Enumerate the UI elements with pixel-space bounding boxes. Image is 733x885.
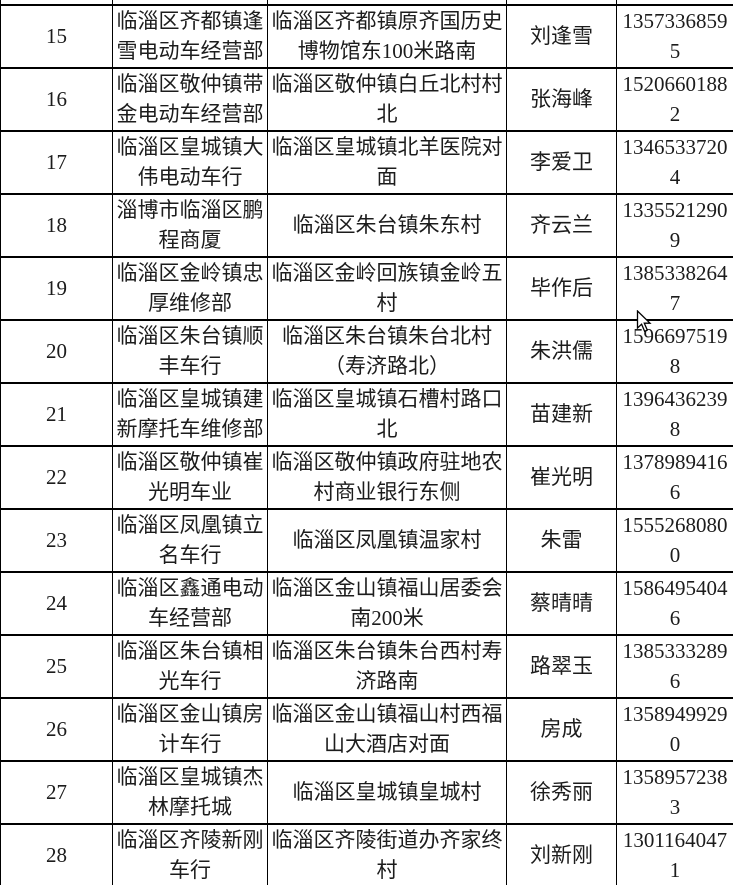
cell-business-name: 临淄区朱台镇相光车行: [112, 634, 268, 699]
cell-address: 临淄区敬仲镇白丘北村村北: [267, 67, 507, 132]
table-row: 26 临淄区金山镇房计车行 临淄区金山镇福山村西福山大酒店对面 房成 13589…: [0, 697, 733, 762]
cell-address: 临淄区金山镇福山村西福山大酒店对面: [267, 697, 507, 762]
cell-contact-name: 房成: [506, 697, 617, 762]
cell-business-name: 临淄区金山镇房计车行: [112, 697, 268, 762]
cell-row-number: 21: [0, 382, 113, 447]
cell-business-name: 临淄区敬仲镇崔光明车业: [112, 445, 268, 510]
table-row: 25 临淄区朱台镇相光车行 临淄区朱台镇朱台西村寿济路南 路翠玉 1385333…: [0, 634, 733, 699]
table-row: 28 临淄区齐陵新刚车行 临淄区齐陵街道办齐家终村 刘新刚 1301164047…: [0, 823, 733, 885]
table-row: 21 临淄区皇城镇建新摩托车维修部 临淄区皇城镇石槽村路口北 苗建新 13964…: [0, 382, 733, 447]
cell-phone-number: 13011640471: [616, 823, 733, 885]
cell-address: 临淄区皇城镇北羊医院对面: [267, 130, 507, 195]
table-row: 17 临淄区皇城镇大伟电动车行 临淄区皇城镇北羊医院对面 李爱卫 1346533…: [0, 130, 733, 195]
cell-business-name: 临淄区敬仲镇带金电动车经营部: [112, 67, 268, 132]
cell-phone-number: 13853332896: [616, 634, 733, 699]
table-row: 22 临淄区敬仲镇崔光明车业 临淄区敬仲镇政府驻地农村商业银行东侧 崔光明 13…: [0, 445, 733, 510]
cell-row-number: 23: [0, 508, 113, 573]
cell-row-number: 15: [0, 4, 113, 69]
cell-contact-name: 朱雷: [506, 508, 617, 573]
cell-contact-name: 朱洪儒: [506, 319, 617, 384]
cell-business-name: 淄博市临淄区鹏程商厦: [112, 193, 268, 258]
cell-business-name: 临淄区凤凰镇立名车行: [112, 508, 268, 573]
cell-phone-number: 13789894166: [616, 445, 733, 510]
cell-business-name: 临淄区皇城镇大伟电动车行: [112, 130, 268, 195]
cell-business-name: 临淄区朱台镇顺丰车行: [112, 319, 268, 384]
cell-phone-number: 13465337204: [616, 130, 733, 195]
cell-contact-name: 路翠玉: [506, 634, 617, 699]
cell-row-number: 27: [0, 760, 113, 825]
cell-business-name: 临淄区齐都镇逢雪电动车经营部: [112, 4, 268, 69]
cell-business-name: 临淄区鑫通电动车经营部: [112, 571, 268, 636]
table-row: 27 临淄区皇城镇杰林摩托城 临淄区皇城镇皇城村 徐秀丽 13589572383: [0, 760, 733, 825]
cell-row-number: 26: [0, 697, 113, 762]
cell-address: 临淄区敬仲镇政府驻地农村商业银行东侧: [267, 445, 507, 510]
cell-phone-number: 13573368595: [616, 4, 733, 69]
cell-contact-name: 苗建新: [506, 382, 617, 447]
cell-phone-number: 15864954046: [616, 571, 733, 636]
cell-address: 临淄区齐陵街道办齐家终村: [267, 823, 507, 885]
cell-business-name: 临淄区皇城镇建新摩托车维修部: [112, 382, 268, 447]
cell-row-number: 19: [0, 256, 113, 321]
cell-row-number: 17: [0, 130, 113, 195]
clipped-partial-row: [0, 0, 733, 6]
cell-contact-name: 刘逢雪: [506, 4, 617, 69]
cell-phone-number: 13355212909: [616, 193, 733, 258]
cell-business-name: 临淄区齐陵新刚车行: [112, 823, 268, 885]
cell-row-number: 28: [0, 823, 113, 885]
cell-contact-name: 刘新刚: [506, 823, 617, 885]
cell-phone-number: 13964362398: [616, 382, 733, 447]
cell-contact-name: 徐秀丽: [506, 760, 617, 825]
cell-phone-number: 13589499290: [616, 697, 733, 762]
cell-address: 临淄区皇城镇皇城村: [267, 760, 507, 825]
cell-address: 临淄区凤凰镇温家村: [267, 508, 507, 573]
cell-contact-name: 蔡晴晴: [506, 571, 617, 636]
cell-row-number: 16: [0, 67, 113, 132]
cell-row-number: 18: [0, 193, 113, 258]
cell-contact-name: 张海峰: [506, 67, 617, 132]
cell-row-number: 22: [0, 445, 113, 510]
cell-phone-number: 13853382647: [616, 256, 733, 321]
cell-address: 临淄区金山镇福山居委会南200米: [267, 571, 507, 636]
cell-row-number: 24: [0, 571, 113, 636]
cell-business-name: 临淄区金岭镇忠厚维修部: [112, 256, 268, 321]
table-row: 20 临淄区朱台镇顺丰车行 临淄区朱台镇朱台北村（寿济路北） 朱洪儒 15966…: [0, 319, 733, 384]
table-row: 23 临淄区凤凰镇立名车行 临淄区凤凰镇温家村 朱雷 15552680800: [0, 508, 733, 573]
cell-address: 临淄区朱台镇朱台西村寿济路南: [267, 634, 507, 699]
cell-address: 临淄区金岭回族镇金岭五村: [267, 256, 507, 321]
cell-phone-number: 13589572383: [616, 760, 733, 825]
cell-contact-name: 崔光明: [506, 445, 617, 510]
cell-address: 临淄区皇城镇石槽村路口北: [267, 382, 507, 447]
cell-phone-number: 15206601882: [616, 67, 733, 132]
table-row: 15 临淄区齐都镇逢雪电动车经营部 临淄区齐都镇原齐国历史博物馆东100米路南 …: [0, 4, 733, 69]
cell-address: 临淄区朱台镇朱台北村（寿济路北）: [267, 319, 507, 384]
cell-row-number: 25: [0, 634, 113, 699]
cell-row-number: 20: [0, 319, 113, 384]
table-row: 24 临淄区鑫通电动车经营部 临淄区金山镇福山居委会南200米 蔡晴晴 1586…: [0, 571, 733, 636]
cell-phone-number: 15552680800: [616, 508, 733, 573]
table-row: 19 临淄区金岭镇忠厚维修部 临淄区金岭回族镇金岭五村 毕作后 13853382…: [0, 256, 733, 321]
cell-contact-name: 李爱卫: [506, 130, 617, 195]
cell-phone-number: 15966975198: [616, 319, 733, 384]
cell-contact-name: 齐云兰: [506, 193, 617, 258]
cell-contact-name: 毕作后: [506, 256, 617, 321]
cell-address: 临淄区齐都镇原齐国历史博物馆东100米路南: [267, 4, 507, 69]
cell-address: 临淄区朱台镇朱东村: [267, 193, 507, 258]
cell-business-name: 临淄区皇城镇杰林摩托城: [112, 760, 268, 825]
table-row: 18 淄博市临淄区鹏程商厦 临淄区朱台镇朱东村 齐云兰 13355212909: [0, 193, 733, 258]
table-row: 16 临淄区敬仲镇带金电动车经营部 临淄区敬仲镇白丘北村村北 张海峰 15206…: [0, 67, 733, 132]
